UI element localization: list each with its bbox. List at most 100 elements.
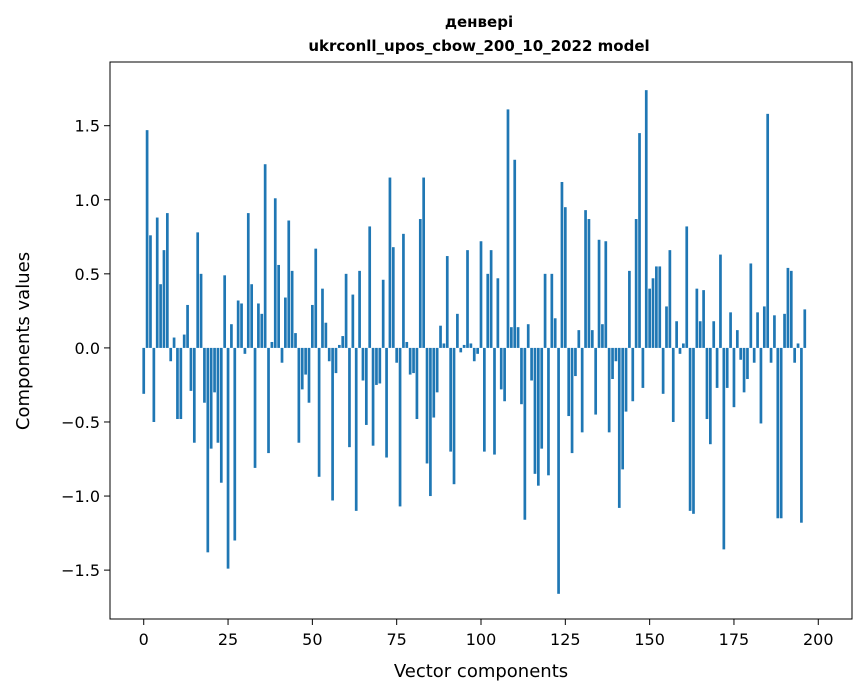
bar-109 xyxy=(510,327,513,348)
bar-146 xyxy=(634,219,638,348)
bar-100 xyxy=(479,241,483,348)
bar-95 xyxy=(462,344,466,348)
bar-64 xyxy=(358,270,361,348)
bar-67 xyxy=(368,226,372,348)
bar-131 xyxy=(584,210,587,348)
bar-96 xyxy=(466,250,469,348)
bar-160 xyxy=(682,343,685,348)
bar-1 xyxy=(145,130,149,348)
bar-104 xyxy=(493,347,496,455)
bar-4 xyxy=(155,217,159,348)
bar-94 xyxy=(459,347,463,353)
bar-60 xyxy=(344,273,348,348)
y-tick-label-4: 0.5 xyxy=(75,265,100,284)
bar-66 xyxy=(364,347,368,425)
bar-55 xyxy=(327,347,331,362)
bar-63 xyxy=(354,347,358,511)
bar-88 xyxy=(439,325,442,348)
bar-24 xyxy=(223,275,227,348)
bar-193 xyxy=(793,347,797,363)
bar-87 xyxy=(435,347,439,393)
bar-11 xyxy=(179,347,183,420)
bar-141 xyxy=(617,347,621,508)
bar-122 xyxy=(553,318,557,348)
bar-27 xyxy=(233,347,237,541)
bar-72 xyxy=(385,347,388,458)
bar-97 xyxy=(469,343,473,348)
bar-180 xyxy=(749,263,753,348)
bar-110 xyxy=(513,159,517,348)
bar-169 xyxy=(712,321,716,348)
bar-85 xyxy=(429,347,432,497)
bar-134 xyxy=(594,347,598,415)
bar-177 xyxy=(739,347,743,360)
x-tick-label-25: 25 xyxy=(218,630,238,649)
bar-76 xyxy=(398,347,402,507)
bar-10 xyxy=(176,347,179,420)
bar-124 xyxy=(560,181,564,348)
bar-117 xyxy=(536,347,540,486)
bar-25 xyxy=(226,347,230,569)
bar-73 xyxy=(388,177,392,348)
bar-174 xyxy=(729,312,732,348)
y-axis-label: Components values xyxy=(13,252,34,430)
bar-47 xyxy=(300,347,304,390)
chart-title-line1: денверi xyxy=(445,13,513,31)
bar-129 xyxy=(577,330,581,348)
bar-38 xyxy=(270,341,274,348)
bar-2 xyxy=(149,235,152,348)
bar-167 xyxy=(705,347,709,420)
bar-98 xyxy=(472,347,476,362)
bar-13 xyxy=(186,304,189,348)
bar-172 xyxy=(722,347,726,550)
bar-121 xyxy=(550,273,554,348)
bar-8 xyxy=(169,347,173,362)
bar-20 xyxy=(209,347,213,449)
bar-189 xyxy=(779,347,783,519)
bar-138 xyxy=(607,347,611,433)
bar-42 xyxy=(284,297,287,348)
bar-113 xyxy=(523,347,527,520)
bar-178 xyxy=(742,347,746,393)
bar-51 xyxy=(314,248,318,348)
bar-61 xyxy=(348,347,351,448)
bar-34 xyxy=(257,303,260,348)
bar-175 xyxy=(732,347,736,408)
bar-123 xyxy=(557,347,560,594)
bar-192 xyxy=(789,270,793,348)
bar-185 xyxy=(766,113,770,348)
y-tick-label-3: 0.0 xyxy=(75,339,100,358)
bar-78 xyxy=(405,341,409,348)
bar-130 xyxy=(580,347,584,433)
bar-176 xyxy=(735,330,739,348)
bar-84 xyxy=(425,347,429,464)
bar-81 xyxy=(415,347,419,420)
bar-115 xyxy=(530,347,533,381)
bar-89 xyxy=(442,343,446,348)
bar-21 xyxy=(213,347,216,393)
bar-53 xyxy=(321,288,324,348)
y-tick-label-1: −1.0 xyxy=(61,487,100,506)
bar-43 xyxy=(287,220,291,348)
bar-119 xyxy=(543,273,547,348)
y-axis-ticks: −1.5 −1.0 −0.5 0.0 0.5 1.0 1.5 xyxy=(61,117,110,580)
bar-171 xyxy=(719,254,722,348)
bar-196 xyxy=(803,309,807,348)
bar-158 xyxy=(675,321,678,348)
bar-137 xyxy=(604,241,608,348)
bar-107 xyxy=(503,347,506,402)
bar-62 xyxy=(351,294,355,348)
bar-9 xyxy=(172,337,176,348)
bar-157 xyxy=(671,347,675,422)
bar-0 xyxy=(142,347,146,394)
bar-23 xyxy=(219,347,223,483)
bar-68 xyxy=(371,347,375,446)
bar-133 xyxy=(590,330,594,348)
bar-150 xyxy=(648,288,651,348)
bar-187 xyxy=(773,315,776,348)
bar-70 xyxy=(378,347,382,384)
bar-111 xyxy=(516,327,520,348)
bar-14 xyxy=(189,347,193,391)
x-tick-label-150: 150 xyxy=(634,630,665,649)
